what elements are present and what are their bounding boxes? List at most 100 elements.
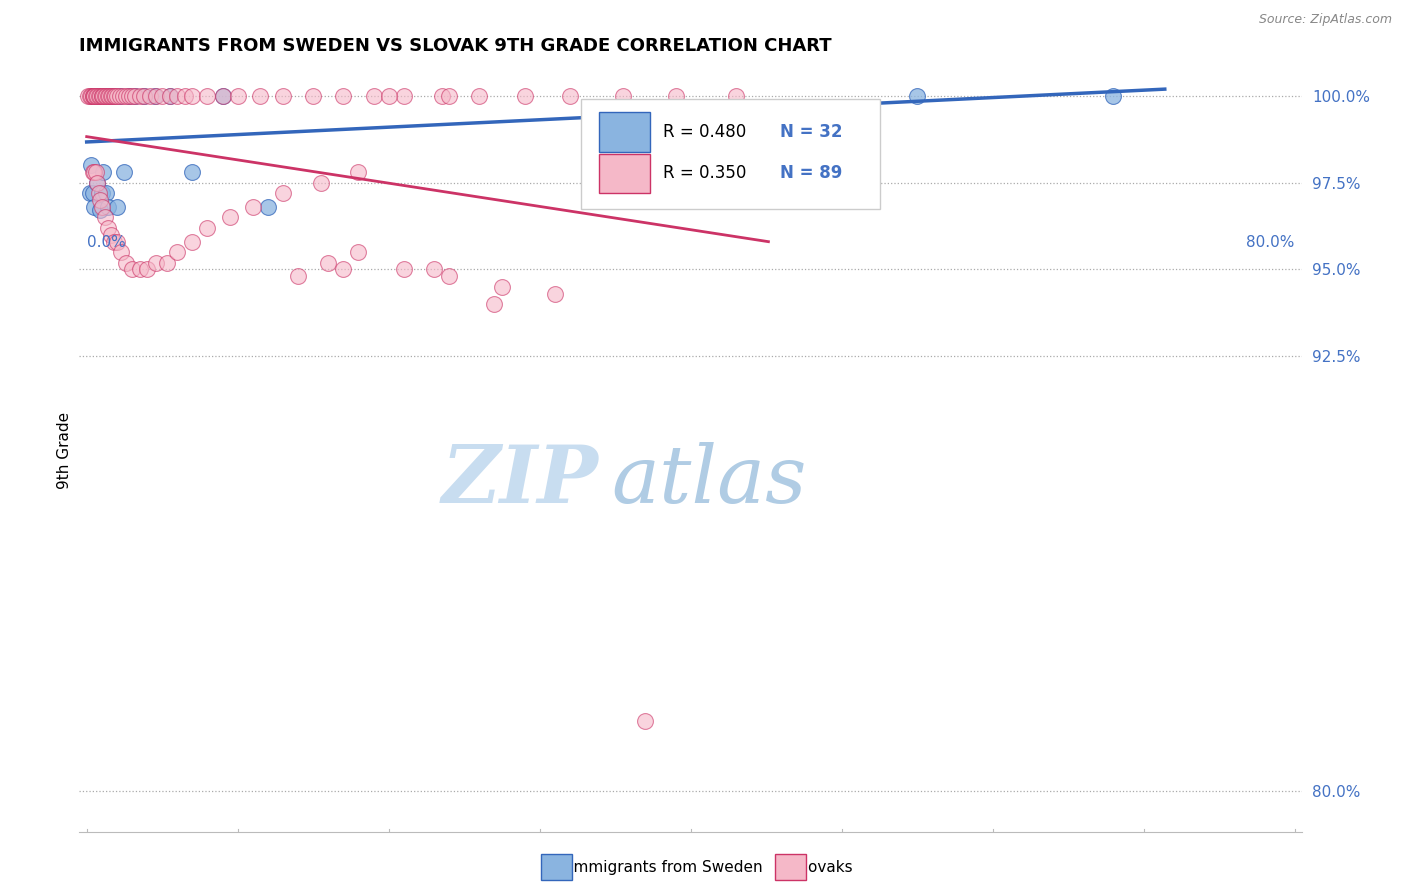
Point bbox=[110, 245, 132, 260]
Point bbox=[98, 88, 121, 103]
Text: N = 32: N = 32 bbox=[780, 123, 842, 141]
Point bbox=[82, 88, 104, 103]
Point bbox=[363, 88, 385, 103]
Point bbox=[87, 88, 110, 103]
Point bbox=[94, 88, 117, 103]
Point bbox=[544, 286, 567, 301]
Text: Source: ZipAtlas.com: Source: ZipAtlas.com bbox=[1258, 13, 1392, 27]
Point bbox=[612, 88, 634, 103]
Point bbox=[124, 88, 146, 103]
Point bbox=[115, 88, 138, 103]
Point bbox=[80, 88, 103, 103]
Point bbox=[664, 88, 686, 103]
Point bbox=[159, 88, 181, 103]
Point bbox=[83, 88, 105, 103]
Point bbox=[159, 88, 181, 103]
Point bbox=[136, 262, 159, 277]
Point bbox=[108, 88, 131, 103]
Point bbox=[94, 211, 117, 225]
Point bbox=[91, 165, 114, 179]
Point bbox=[87, 88, 110, 103]
Point bbox=[181, 88, 204, 103]
Point bbox=[100, 88, 122, 103]
FancyBboxPatch shape bbox=[581, 98, 880, 210]
Point bbox=[197, 220, 219, 235]
Text: ZIP: ZIP bbox=[441, 442, 599, 519]
Point bbox=[84, 88, 107, 103]
Point bbox=[468, 88, 491, 103]
Point bbox=[124, 88, 146, 103]
Point bbox=[94, 88, 117, 103]
Point bbox=[181, 235, 204, 249]
Point bbox=[86, 88, 108, 103]
Point bbox=[90, 88, 112, 103]
Point bbox=[108, 88, 131, 103]
Point bbox=[558, 88, 581, 103]
Point bbox=[111, 88, 134, 103]
Point bbox=[115, 255, 138, 269]
Text: 0.0%: 0.0% bbox=[87, 235, 125, 250]
Point bbox=[724, 88, 747, 103]
Point bbox=[437, 88, 460, 103]
Point bbox=[1102, 88, 1125, 103]
Point bbox=[82, 186, 104, 200]
Point bbox=[90, 88, 112, 103]
Point bbox=[86, 176, 108, 190]
FancyBboxPatch shape bbox=[599, 112, 651, 152]
Point bbox=[156, 255, 179, 269]
Text: 80.0%: 80.0% bbox=[1246, 235, 1295, 250]
Point bbox=[82, 165, 104, 179]
Point bbox=[166, 88, 188, 103]
Point bbox=[145, 255, 167, 269]
Point bbox=[150, 88, 173, 103]
Point bbox=[91, 88, 114, 103]
Point bbox=[105, 88, 128, 103]
Point bbox=[89, 203, 111, 218]
Point bbox=[96, 186, 118, 200]
Point bbox=[103, 88, 125, 103]
Point bbox=[513, 88, 536, 103]
Point bbox=[104, 88, 127, 103]
Y-axis label: 9th Grade: 9th Grade bbox=[58, 411, 72, 489]
Text: N = 89: N = 89 bbox=[780, 164, 842, 183]
Text: IMMIGRANTS FROM SWEDEN VS SLOVAK 9TH GRADE CORRELATION CHART: IMMIGRANTS FROM SWEDEN VS SLOVAK 9TH GRA… bbox=[79, 37, 832, 55]
Point bbox=[89, 193, 111, 207]
Point bbox=[166, 245, 188, 260]
Point bbox=[79, 88, 101, 103]
Point bbox=[118, 88, 141, 103]
Point bbox=[377, 88, 399, 103]
Point bbox=[347, 165, 370, 179]
Point bbox=[103, 235, 125, 249]
Point bbox=[287, 269, 309, 284]
Point bbox=[392, 262, 415, 277]
Point bbox=[96, 88, 118, 103]
Point bbox=[100, 227, 122, 242]
Point bbox=[90, 88, 112, 103]
Point bbox=[226, 88, 249, 103]
Point bbox=[242, 200, 264, 214]
Point bbox=[392, 88, 415, 103]
Point bbox=[82, 88, 104, 103]
Point bbox=[112, 165, 135, 179]
Text: Immigrants from Sweden: Immigrants from Sweden bbox=[569, 860, 763, 874]
Point bbox=[118, 88, 141, 103]
Point bbox=[437, 269, 460, 284]
Point bbox=[77, 88, 100, 103]
Point bbox=[332, 88, 354, 103]
Point bbox=[271, 88, 294, 103]
Point bbox=[86, 176, 108, 190]
Point bbox=[423, 262, 446, 277]
Point bbox=[197, 88, 219, 103]
Text: atlas: atlas bbox=[612, 442, 807, 519]
Point bbox=[84, 165, 107, 179]
Point bbox=[128, 262, 150, 277]
Point bbox=[103, 88, 125, 103]
Point bbox=[249, 88, 271, 103]
Point bbox=[105, 235, 128, 249]
Point bbox=[90, 186, 112, 200]
Point bbox=[484, 297, 506, 311]
Point bbox=[84, 88, 107, 103]
Point bbox=[491, 280, 513, 294]
Point bbox=[98, 88, 121, 103]
Point bbox=[121, 262, 143, 277]
